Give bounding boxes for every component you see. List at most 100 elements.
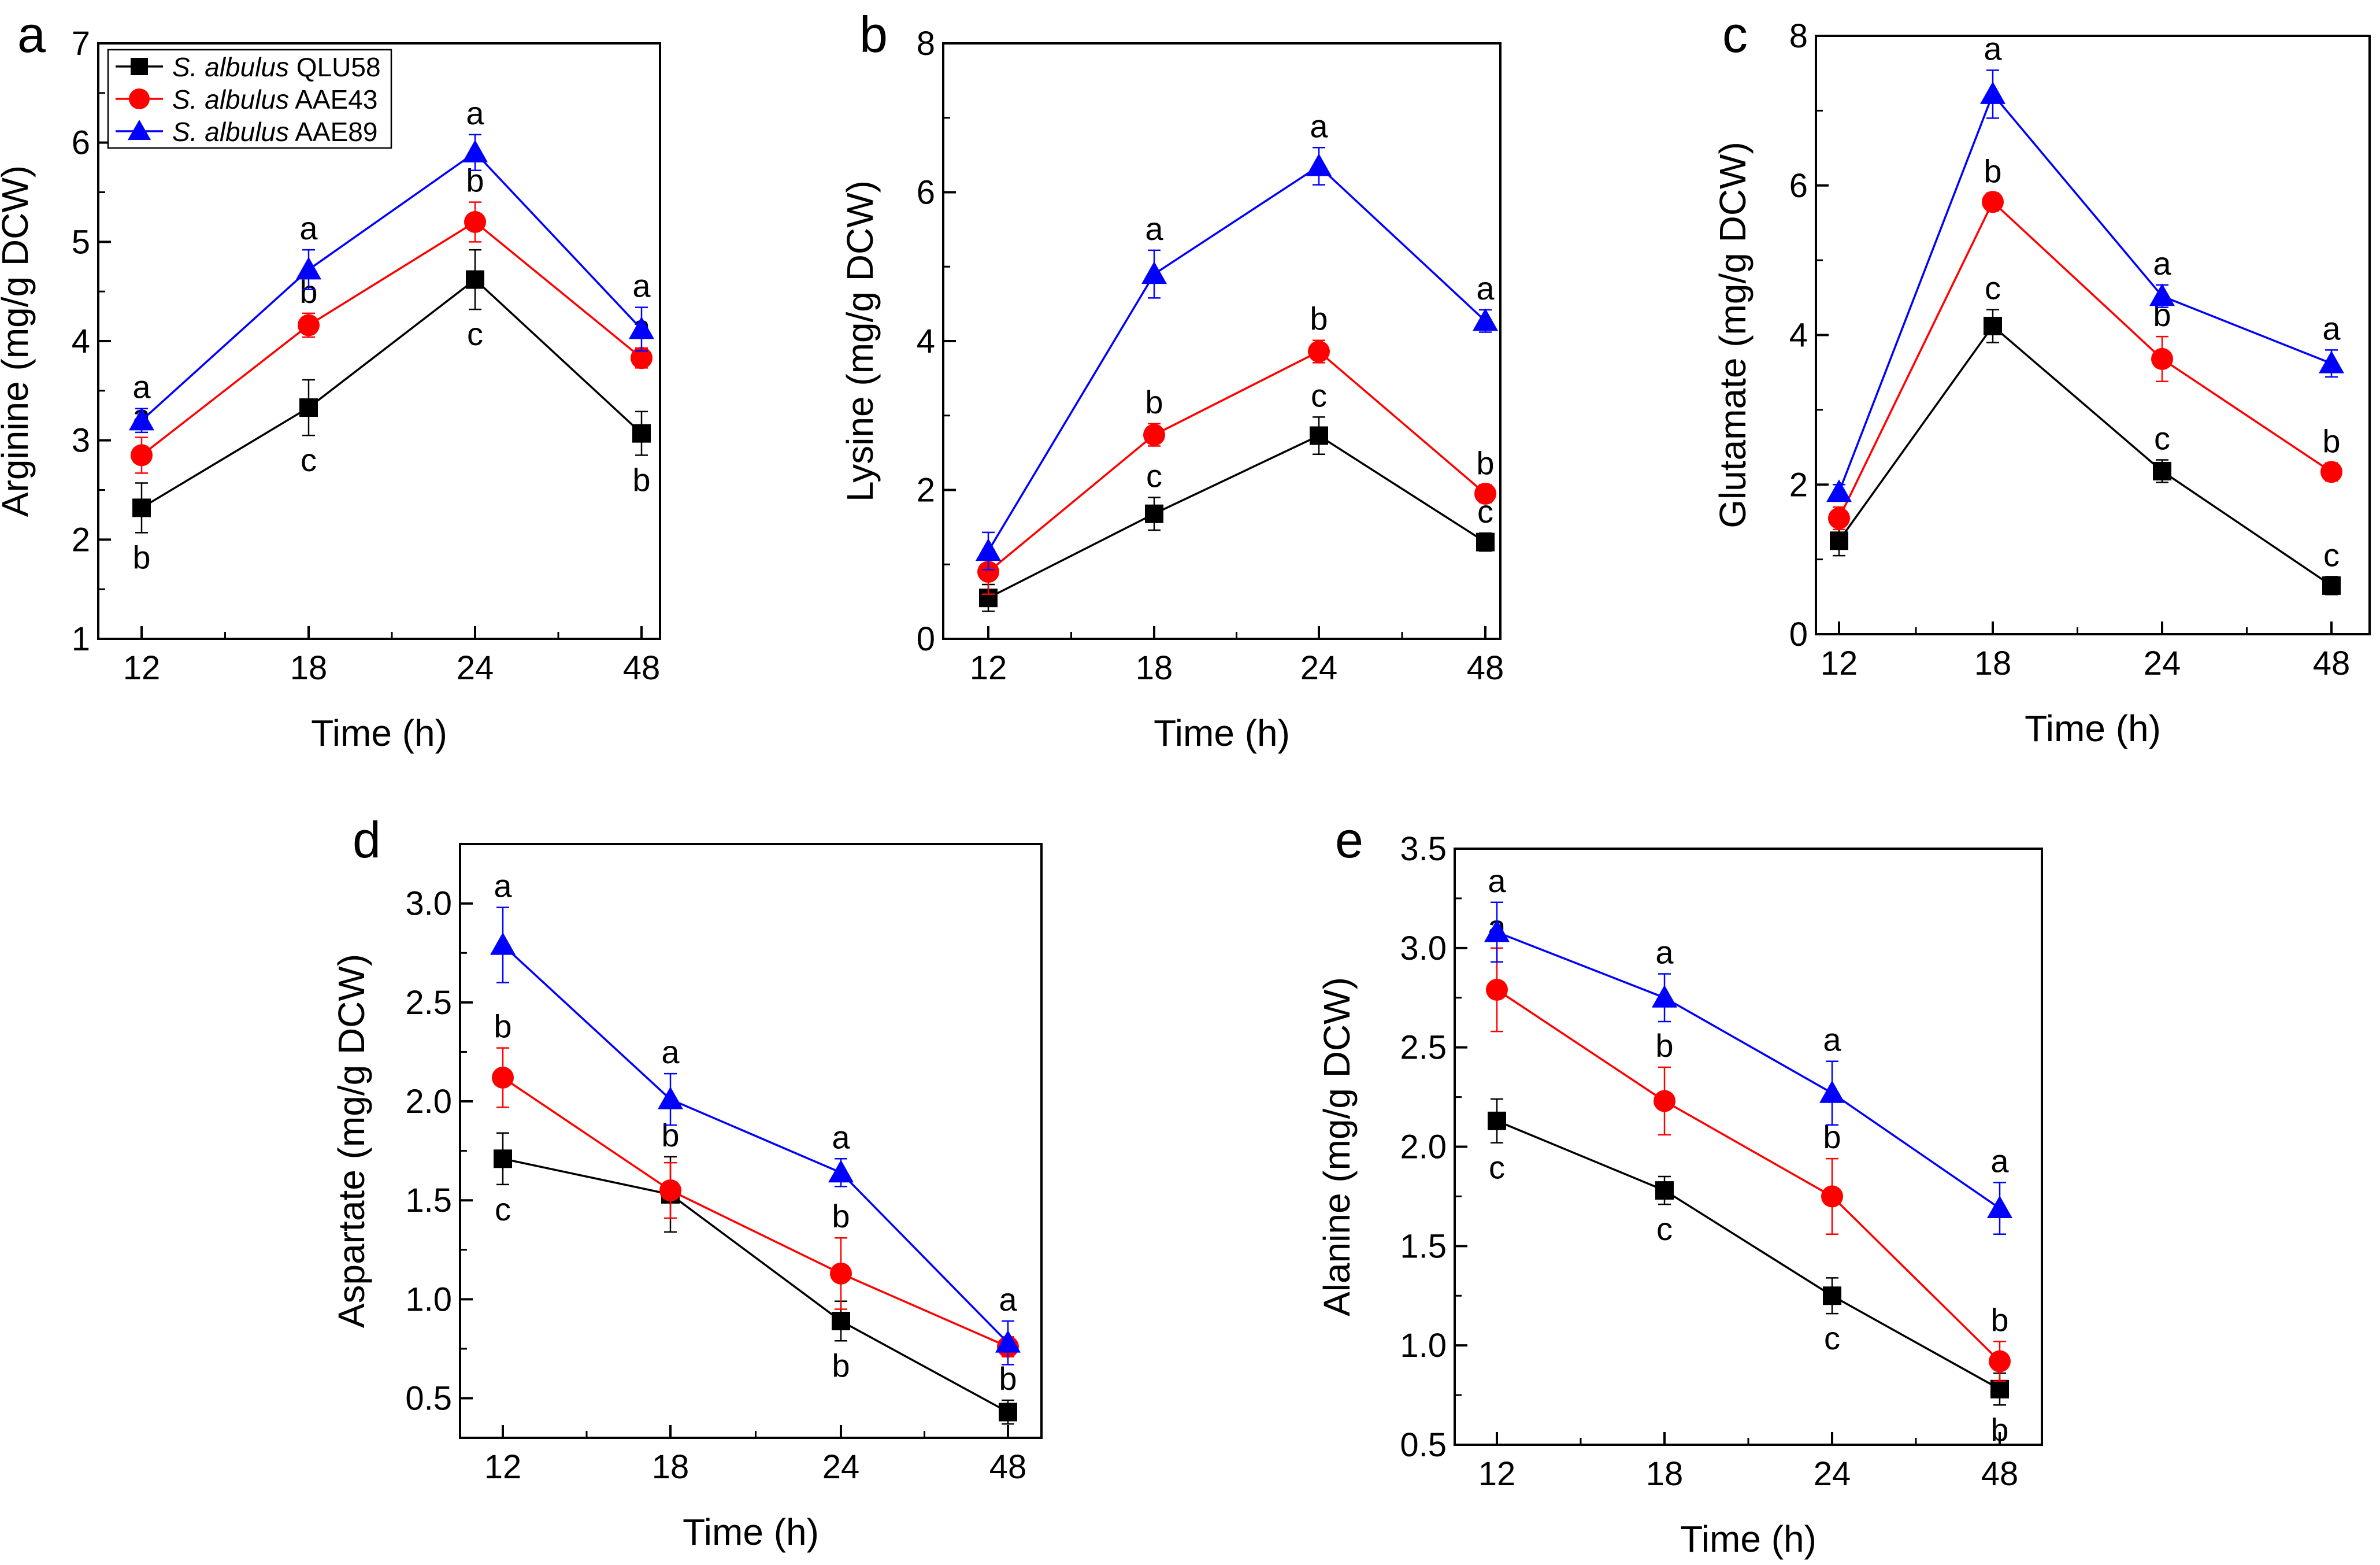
y-tick-label: 4 bbox=[1789, 317, 1808, 354]
y-tick-label: 3 bbox=[72, 422, 90, 460]
x-tick-label: 12 bbox=[484, 1448, 522, 1486]
data-point bbox=[1819, 1080, 1845, 1103]
legend-marker bbox=[129, 88, 150, 109]
legend-marker bbox=[131, 58, 148, 75]
y-tick-label: 6 bbox=[917, 174, 935, 212]
legend-entry: S. albulus QLU58 bbox=[116, 52, 381, 82]
series-line bbox=[1496, 931, 2000, 1209]
y-tick-label: 2.0 bbox=[1400, 1129, 1447, 1166]
data-point bbox=[976, 538, 1001, 561]
significance-letter: b bbox=[1145, 384, 1163, 420]
x-tick-label: 24 bbox=[457, 649, 494, 687]
x-tick-label: 24 bbox=[1814, 1455, 1851, 1493]
data-point bbox=[2319, 350, 2344, 373]
significance-letter: c bbox=[467, 316, 483, 352]
data-point bbox=[1488, 1111, 1506, 1130]
data-point bbox=[132, 498, 151, 517]
significance-letter: c bbox=[1311, 377, 1327, 413]
y-tick-label: 2.5 bbox=[1400, 1029, 1447, 1067]
x-tick-label: 18 bbox=[1974, 645, 2012, 682]
data-point bbox=[1987, 1196, 2012, 1219]
legend-strain: AAE43 bbox=[289, 84, 377, 114]
data-point bbox=[298, 314, 320, 336]
x-tick-label: 24 bbox=[822, 1448, 860, 1486]
significance-letter: c bbox=[301, 442, 317, 478]
significance-letter: b bbox=[1984, 153, 2001, 190]
data-point bbox=[462, 139, 488, 162]
y-tick-label: 4 bbox=[917, 323, 935, 360]
data-point bbox=[299, 398, 318, 417]
data-point bbox=[631, 347, 653, 369]
series-line bbox=[1838, 200, 2332, 519]
series-line bbox=[502, 1076, 1009, 1348]
x-tick-label: 12 bbox=[1821, 645, 1858, 682]
panel-letter: c bbox=[1722, 6, 1748, 63]
data-point bbox=[1990, 1379, 2009, 1398]
series-line bbox=[988, 434, 1486, 599]
series-line bbox=[140, 151, 643, 421]
significance-letter: b bbox=[2322, 423, 2340, 460]
y-tick-label: 1.5 bbox=[405, 1182, 452, 1219]
y-axis-title: Alanine (mg/g DCW) bbox=[1316, 977, 1358, 1316]
y-axis-title: Aspartate (mg/g DCW) bbox=[331, 954, 372, 1328]
significance-letter: a bbox=[299, 210, 318, 246]
plot-frame bbox=[942, 42, 1502, 640]
legend-label: S. albulus AAE43 bbox=[172, 84, 377, 114]
legend-entry: S. albulus AAE89 bbox=[116, 117, 377, 147]
y-tick-label: 0 bbox=[917, 620, 935, 658]
y-axis-title: Lysine (mg/g DCW) bbox=[839, 180, 881, 502]
legend-strain: QLU58 bbox=[289, 52, 381, 82]
x-tick-label: 18 bbox=[1136, 649, 1173, 687]
significance-letter: a bbox=[1823, 1022, 1841, 1058]
significance-letter: c bbox=[2154, 420, 2170, 457]
significance-letter: b bbox=[1990, 1301, 2008, 1338]
x-tick-label: 48 bbox=[1981, 1455, 2019, 1493]
significance-letter: a bbox=[2153, 245, 2171, 282]
series-line bbox=[1496, 1120, 2000, 1390]
y-tick-label: 0.5 bbox=[1400, 1426, 1447, 1464]
data-point bbox=[1984, 316, 2002, 335]
data-point bbox=[1476, 532, 1495, 552]
significance-letter: c bbox=[1146, 457, 1162, 494]
series-line bbox=[140, 220, 643, 456]
plot-frame bbox=[459, 843, 1043, 1439]
significance-letter: b bbox=[999, 1360, 1017, 1397]
x-tick-label: 18 bbox=[652, 1448, 689, 1486]
significance-letter: a bbox=[1145, 210, 1163, 247]
y-tick-label: 6 bbox=[1789, 167, 1808, 205]
y-tick-label: 2.0 bbox=[405, 1083, 452, 1120]
data-point bbox=[494, 1149, 512, 1168]
significance-letter: b bbox=[132, 539, 150, 575]
significance-letter: b bbox=[1655, 1027, 1673, 1064]
panel-letter: b bbox=[859, 6, 888, 63]
data-point bbox=[466, 270, 484, 289]
x-axis-title: Time (h) bbox=[1680, 1518, 1816, 1560]
data-point bbox=[1308, 341, 1330, 363]
data-point bbox=[2153, 461, 2171, 480]
series-line bbox=[141, 278, 643, 509]
y-tick-label: 2 bbox=[72, 521, 90, 558]
y-tick-label: 8 bbox=[1789, 17, 1808, 55]
data-point bbox=[492, 1066, 514, 1089]
data-point bbox=[1823, 1286, 1841, 1305]
panel-letter: d bbox=[353, 811, 381, 868]
series-aae89: a a a a bbox=[1484, 863, 2012, 1235]
data-point bbox=[995, 1330, 1021, 1353]
data-point bbox=[129, 408, 154, 431]
x-tick-label: 24 bbox=[2144, 645, 2181, 682]
data-point bbox=[832, 1312, 850, 1331]
series-line bbox=[1838, 324, 2332, 587]
data-point bbox=[977, 561, 999, 583]
y-tick-label: 2.5 bbox=[405, 984, 452, 1022]
legend-label: S. albulus QLU58 bbox=[172, 52, 381, 82]
x-tick-label: 12 bbox=[1478, 1455, 1516, 1493]
y-axis-title: Arginine (mg/g DCW) bbox=[0, 165, 36, 517]
significance-letter: a bbox=[1984, 31, 2002, 67]
legend-species: S. albulus bbox=[172, 52, 289, 82]
data-point bbox=[2322, 576, 2341, 595]
significance-letter: b bbox=[832, 1347, 850, 1383]
x-tick-label: 48 bbox=[2313, 645, 2351, 682]
